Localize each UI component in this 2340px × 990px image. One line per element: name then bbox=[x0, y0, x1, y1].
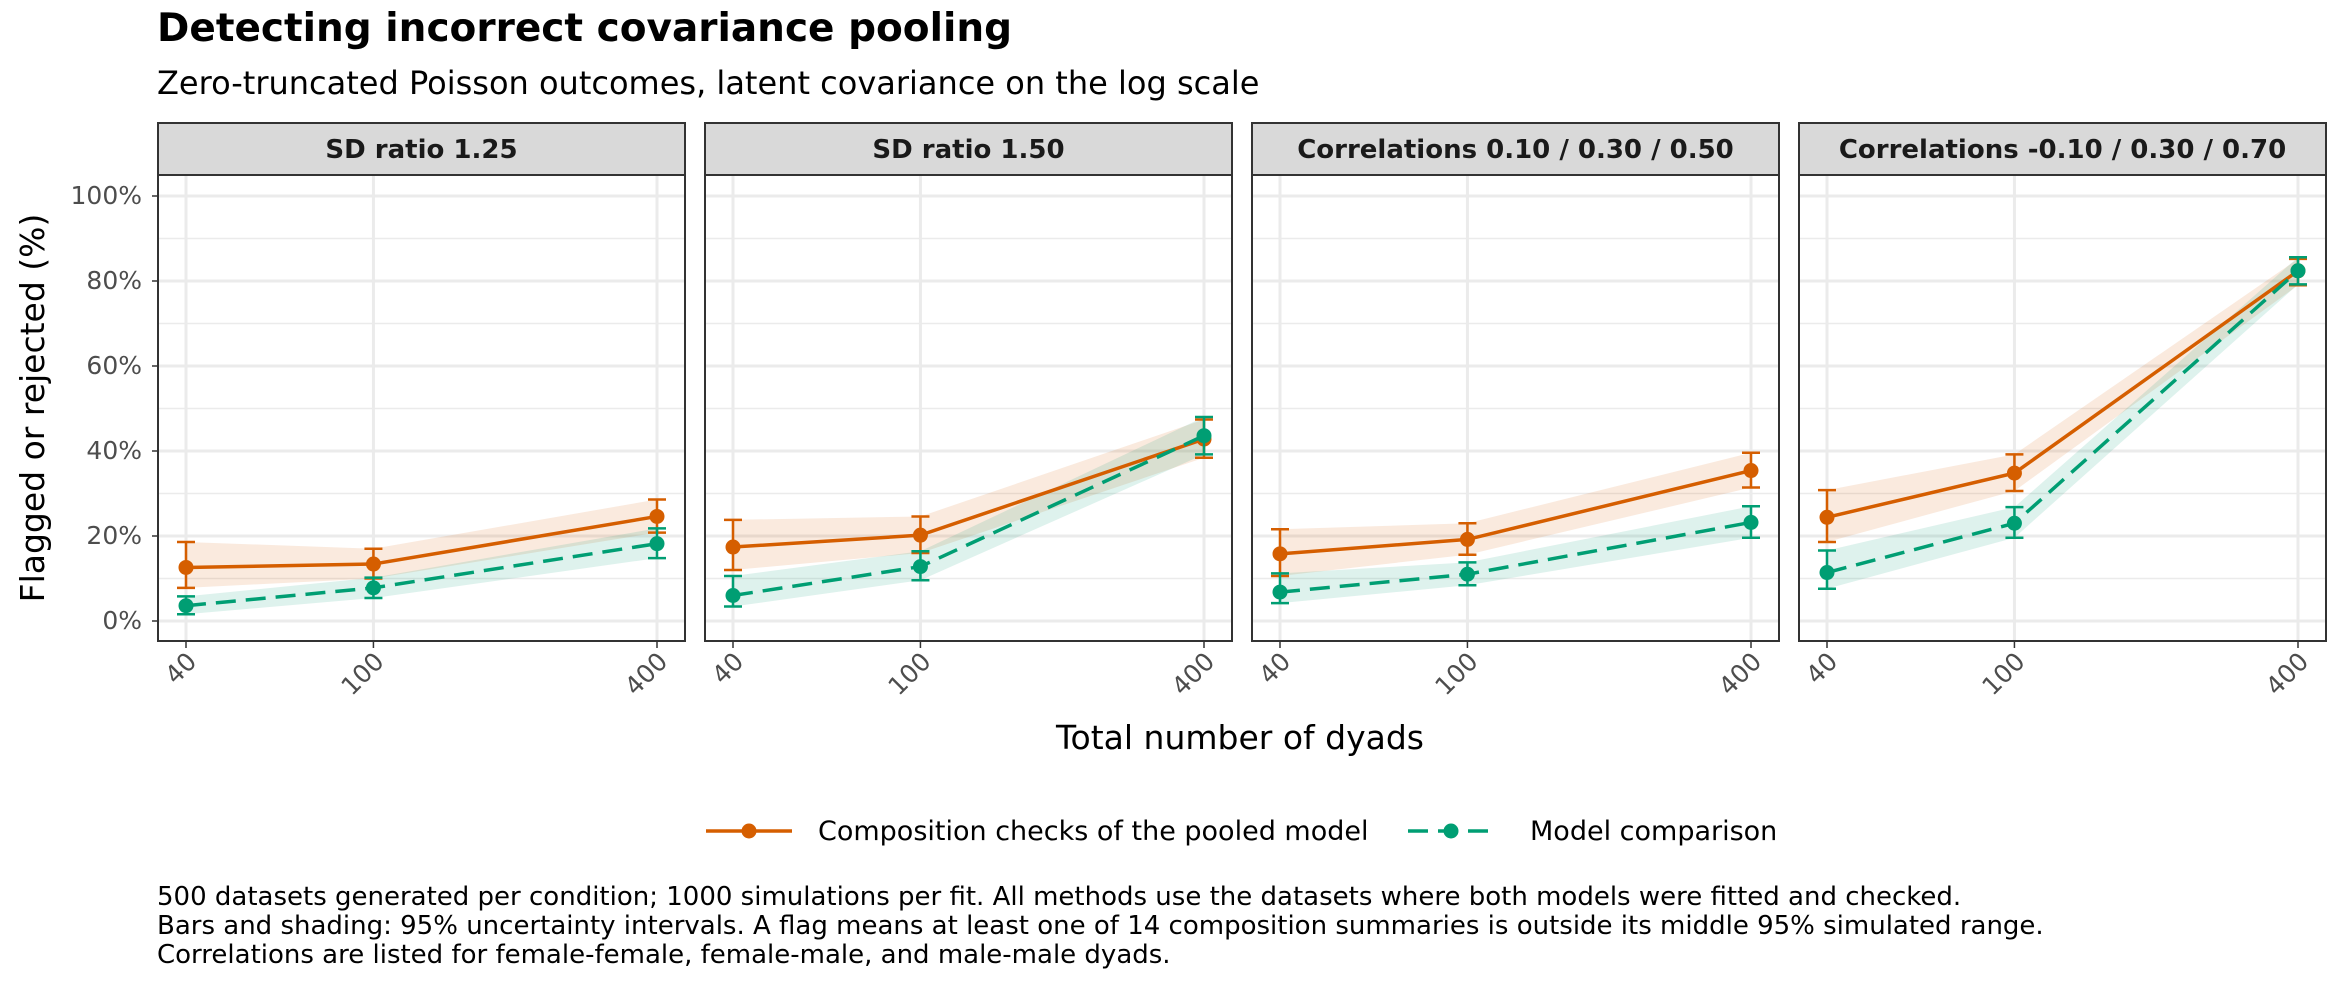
legend-key bbox=[706, 823, 792, 839]
comparison-point bbox=[1743, 514, 1759, 530]
x-tick-label: 400 bbox=[1713, 647, 1767, 701]
composition-ribbon bbox=[733, 419, 1204, 570]
panel-border bbox=[157, 174, 686, 642]
x-tick-label: 100 bbox=[882, 647, 936, 701]
comparison-ribbon bbox=[1280, 506, 1751, 604]
x-tick-label: 100 bbox=[335, 647, 389, 701]
legend: Composition checks of the pooled model Mo… bbox=[706, 816, 1777, 847]
composition-point bbox=[365, 556, 381, 572]
comparison-legend-point bbox=[1443, 823, 1459, 839]
comparison-point bbox=[178, 598, 194, 614]
y-tick-label: 80% bbox=[86, 266, 142, 295]
comparison-point bbox=[1196, 428, 1212, 444]
legend-label: Composition checks of the pooled model bbox=[818, 816, 1368, 847]
composition-point bbox=[2006, 465, 2022, 481]
panel-border bbox=[704, 174, 1233, 642]
y-axis-title: Flagged or rejected (%) bbox=[13, 214, 52, 603]
y-tick-label: 20% bbox=[86, 521, 142, 550]
comparison-ribbon bbox=[186, 528, 657, 615]
facet-panel: SD ratio 1.50 40 100 400 bbox=[704, 122, 1233, 701]
composition-point bbox=[178, 559, 194, 575]
composition-point bbox=[1272, 546, 1288, 562]
y-tick-label: 100% bbox=[71, 181, 142, 210]
chart-subtitle: Zero-truncated Poisson outcomes, latent … bbox=[157, 64, 1260, 102]
composition-point bbox=[725, 539, 741, 555]
facet-panel: Correlations 0.10 / 0.30 / 0.50 40 100 400 bbox=[1251, 122, 1780, 701]
comparison-point bbox=[1272, 584, 1288, 600]
panel-border bbox=[1798, 174, 2327, 642]
facet-strip-label: Correlations 0.10 / 0.30 / 0.50 bbox=[1297, 135, 1734, 165]
facet-strip-label: SD ratio 1.50 bbox=[872, 135, 1064, 165]
composition-legend-point bbox=[741, 823, 757, 839]
comparison-point bbox=[365, 580, 381, 596]
y-tick-label: 60% bbox=[86, 351, 142, 380]
x-tick-label: 40 bbox=[1800, 647, 1843, 690]
facet-strip bbox=[704, 122, 1233, 176]
comparison-point bbox=[725, 588, 741, 603]
composition-ribbon bbox=[1827, 258, 2298, 542]
x-tick-label: 400 bbox=[2260, 647, 2314, 701]
caption-line: Bars and shading: 95% uncertainty interv… bbox=[157, 911, 2044, 941]
x-tick-label: 40 bbox=[1253, 647, 1296, 690]
comparison-point bbox=[2006, 515, 2022, 531]
comparison-point bbox=[2290, 263, 2306, 279]
chart-caption: 500 datasets generated per condition; 10… bbox=[157, 883, 2044, 970]
facet-strip-label: Correlations -0.10 / 0.30 / 0.70 bbox=[1839, 135, 2286, 165]
x-tick-label: 100 bbox=[1429, 647, 1483, 701]
comparison-point bbox=[1459, 566, 1475, 582]
chart-title: Detecting incorrect covariance pooling bbox=[157, 6, 1013, 51]
legend-key bbox=[1408, 823, 1494, 839]
y-tick-label: 0% bbox=[102, 606, 142, 635]
caption-line: Correlations are listed for female-femal… bbox=[157, 940, 1171, 970]
x-tick-label: 40 bbox=[706, 647, 749, 690]
y-tick-label: 40% bbox=[86, 436, 142, 465]
composition-point bbox=[1459, 531, 1475, 547]
facet-strip bbox=[157, 122, 686, 176]
composition-point bbox=[1819, 509, 1835, 525]
x-tick-label: 400 bbox=[619, 647, 673, 701]
x-tick-label: 400 bbox=[1166, 647, 1220, 701]
comparison-point bbox=[912, 559, 928, 575]
x-tick-label: 100 bbox=[1976, 647, 2030, 701]
comparison-ribbon bbox=[1827, 257, 2298, 589]
facet-strip bbox=[1798, 122, 2327, 176]
legend-label: Model comparison bbox=[1530, 816, 1777, 847]
composition-point bbox=[912, 527, 928, 543]
x-axis-title: Total number of dyads bbox=[1055, 718, 1424, 757]
panel-border bbox=[1251, 174, 1780, 642]
facet-panel: SD ratio 1.25 40 100 400 bbox=[157, 122, 686, 701]
composition-point bbox=[649, 508, 665, 524]
comparison-point bbox=[649, 536, 665, 552]
x-tick-label: 40 bbox=[159, 647, 202, 690]
facet-panel: Correlations -0.10 / 0.30 / 0.70 40 100 400 bbox=[1798, 122, 2327, 701]
composition-point bbox=[1743, 463, 1759, 479]
caption-line: 500 datasets generated per condition; 10… bbox=[157, 882, 1962, 912]
facet-strip-label: SD ratio 1.25 bbox=[325, 135, 517, 165]
comparison-point bbox=[1819, 565, 1835, 581]
